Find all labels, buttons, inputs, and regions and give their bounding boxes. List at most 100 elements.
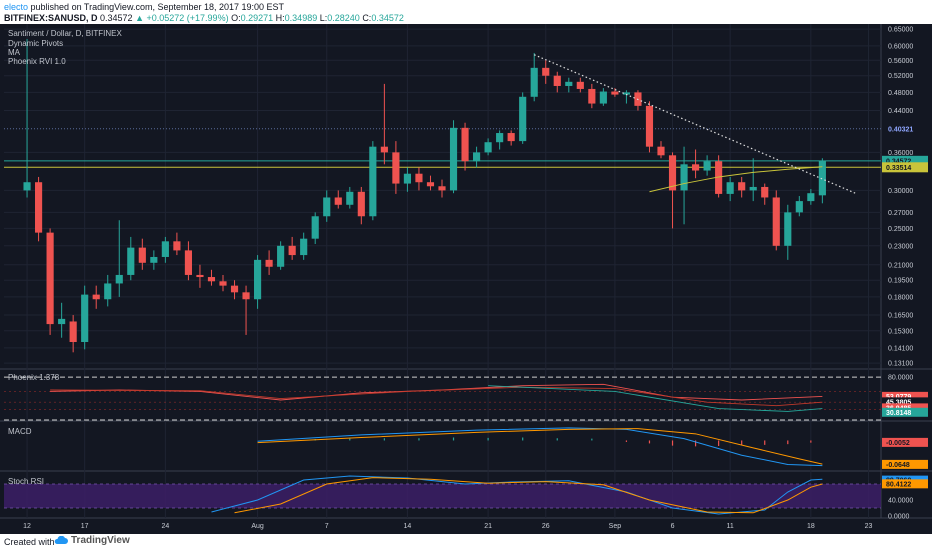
cloud-icon	[54, 536, 68, 544]
candle-body	[346, 191, 354, 205]
y-tick-label: 0.56000	[888, 58, 913, 65]
candle-body	[23, 182, 31, 191]
macd-tag	[882, 459, 928, 469]
y-tick-label: 0.48000	[888, 90, 913, 97]
author-link[interactable]: electo	[4, 2, 29, 12]
publish-line: electo published on TradingView.com, Sep…	[4, 2, 284, 12]
candle-body	[461, 127, 469, 162]
stoch-y-tick: 0.0000	[888, 514, 910, 521]
candle-body	[772, 197, 780, 246]
phoenix-tag	[882, 391, 928, 401]
candle-body	[426, 182, 435, 187]
x-tick-label: 21	[484, 523, 492, 530]
macd-histogram-bar	[741, 440, 743, 446]
candle-body	[657, 146, 665, 156]
candle-body	[542, 67, 550, 76]
candle-body	[449, 127, 458, 191]
candle-body	[265, 259, 273, 267]
x-tick-label: Sep	[609, 523, 622, 530]
ma-line	[649, 166, 823, 193]
candle-body	[380, 146, 388, 153]
macd-histogram-bar	[383, 438, 385, 441]
y-tick-label: 0.21000	[888, 262, 913, 269]
candle-body	[369, 146, 377, 217]
candle-body	[254, 259, 262, 300]
macd-legend: MACD	[8, 427, 32, 436]
y-tick-label: 0.18000	[888, 294, 913, 301]
macd-histogram-bar	[694, 440, 697, 447]
ohlc-c-label: C:	[362, 13, 372, 23]
main-legend-title: Santiment / Dollar, D, BITFINEX	[8, 29, 122, 38]
y-tick-label: 0.27000	[888, 210, 913, 217]
stoch-y-tick: 40.0000	[888, 498, 913, 505]
y-tick-label: 0.30000	[888, 188, 913, 195]
ohlc-l: 0.28240	[327, 13, 360, 23]
candle-body	[703, 161, 711, 171]
candle-body	[161, 241, 169, 257]
candle-body	[300, 238, 308, 256]
candle-body	[46, 232, 54, 325]
ohlc-o: 0.29271	[240, 13, 274, 23]
candle-body	[81, 294, 89, 342]
candle-body	[496, 133, 504, 143]
candle-body	[277, 245, 285, 267]
candle-body	[69, 321, 77, 342]
candle-body	[92, 294, 100, 300]
phoenix-y-tick: 80.0000	[888, 375, 913, 382]
candle-body	[288, 245, 296, 256]
x-tick-label: 18	[807, 523, 815, 530]
tradingview-logo[interactable]: TradingView	[54, 535, 130, 546]
candle-body	[807, 193, 815, 202]
ohlc-l-label: L:	[319, 13, 328, 23]
macd-histogram-bar	[418, 438, 420, 441]
macd-tag-label: -0.0052	[886, 440, 910, 447]
candle-body	[127, 247, 135, 275]
x-tick-label: 23	[865, 523, 873, 530]
candle-body	[668, 155, 677, 191]
chart-canvas[interactable]: 12 17 24 Aug 7 14 21 26 Sep 6 11 18 23 0.65000 0.60000…	[0, 24, 932, 534]
y-tick-label: 0.23000	[888, 243, 913, 250]
candle-body	[692, 164, 700, 171]
macd-histogram-bar	[787, 440, 789, 445]
chart-background	[0, 24, 932, 534]
ohlc-h: 0.34989	[284, 13, 318, 23]
candle-body	[507, 133, 515, 142]
candle-body	[334, 197, 342, 205]
candle-body	[242, 292, 250, 300]
phoenix-line	[488, 385, 823, 412]
phoenix-tag	[882, 407, 928, 417]
candle-body	[645, 105, 654, 147]
candle-body	[415, 173, 423, 183]
ohlc-o-label: O:	[231, 13, 241, 23]
y-tick-label: 0.44000	[888, 108, 913, 115]
macd-histogram-bar	[556, 438, 558, 441]
candle-body	[611, 91, 619, 95]
price-axis-background	[881, 24, 932, 534]
macd-histogram-bar	[452, 437, 455, 441]
candle-body	[553, 75, 561, 86]
macd-histogram-bar	[625, 440, 628, 442]
stoch-line	[234, 477, 823, 514]
candle-body	[784, 212, 792, 246]
x-tick-label: 14	[404, 523, 412, 530]
candle-body	[311, 216, 319, 239]
macd-tag	[882, 437, 928, 447]
candle-body	[219, 281, 227, 286]
candle-body	[392, 152, 400, 184]
stoch-line	[211, 475, 823, 515]
phoenix-tag-label: 45.3805	[886, 399, 911, 406]
level-tag-label: 0.34572	[886, 158, 911, 165]
x-tick-label: 7	[325, 523, 329, 530]
y-tick-label: 0.13100	[888, 361, 913, 368]
candle-body	[749, 186, 757, 191]
ohlc-c: 0.34572	[371, 13, 404, 23]
level-tag-label: 0.33514	[886, 165, 911, 172]
y-tick-label: 0.16500	[888, 313, 913, 320]
header: electo published on TradingView.com, Sep…	[0, 0, 932, 24]
x-tick-label: 11	[727, 523, 734, 530]
candle-body	[104, 283, 112, 300]
candle-body	[323, 197, 331, 217]
symbol-line: BITFINEX:SANUSD, D 0.34572 ▲ +0.05272 (+…	[4, 13, 404, 23]
trendline	[533, 54, 858, 195]
candle-body	[761, 186, 769, 198]
